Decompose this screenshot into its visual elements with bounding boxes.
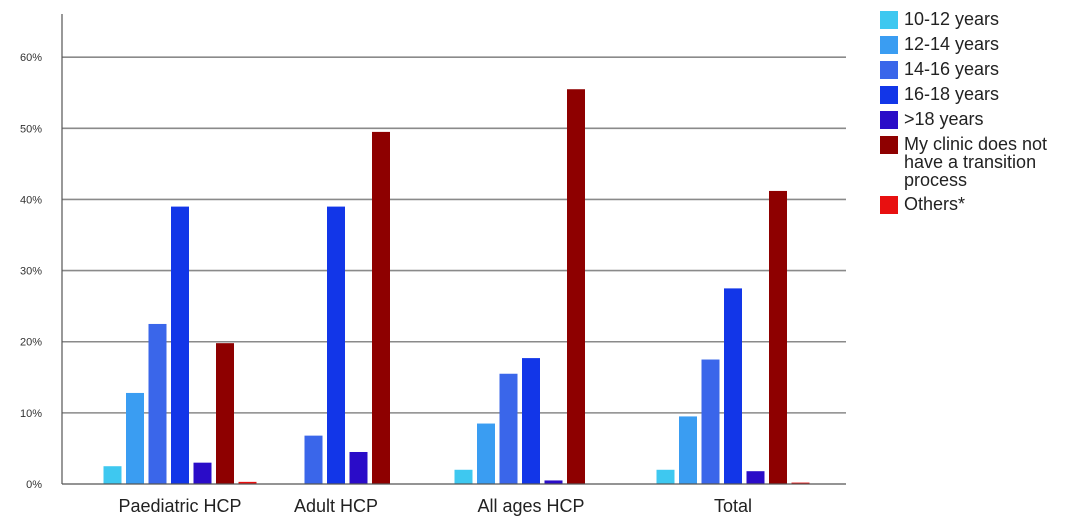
legend-item: 12-14 years [880,33,1085,54]
bar-16-18-years-2 [327,206,345,484]
y-tick-label: 60% [20,52,42,64]
legend-label: 14-16 years [904,59,1000,79]
bar-14-16-years-3 [499,373,518,484]
x-category-label: Adult HCP [294,496,378,516]
bar-18-years-2 [349,451,368,484]
bar-14-16-years-1 [148,323,167,484]
bar-16-18-years-4 [724,288,742,484]
axes [61,14,846,485]
y-tick-label: 10% [20,408,42,420]
y-tick-label: 40% [20,194,42,206]
bar-12-14-years-3 [477,423,495,484]
legend-swatch [880,61,898,79]
legend-label: 10-12 years [904,9,1000,29]
bar-14-16-years-4 [701,359,720,484]
x-category-label: Total [714,496,752,516]
y-tick-label: 30% [20,266,42,278]
bar-16-18-years-3 [522,358,540,484]
bar-my-clinic-does-not-have-a-transition-process-1 [216,343,234,484]
legend-item: >18 years [880,108,1085,129]
x-category-label: Paediatric HCP [118,496,241,516]
legend-label: My clinic does not have a transition pro… [904,134,1048,190]
bar-my-clinic-does-not-have-a-transition-process-3 [567,89,585,484]
bar-others-1 [238,481,257,484]
y-tick-label: 20% [20,337,42,349]
legend-swatch [880,111,898,129]
bar-18-years-3 [544,480,563,484]
y-tick-label: 0% [26,479,42,491]
legend-label: >18 years [904,109,984,129]
x-category-label: All ages HCP [477,496,584,516]
bar-18-years-1 [193,462,212,484]
legend-item: Others* [880,193,1085,214]
legend-item: 10-12 years [880,8,1085,29]
legend-item: 14-16 years [880,58,1085,79]
bar-my-clinic-does-not-have-a-transition-process-4 [769,190,787,484]
bars [103,89,810,484]
bar-others-4 [791,482,810,484]
legend-label: Others* [904,194,966,214]
bar-14-16-years-2 [304,435,323,484]
legend: 10-12 years 12-14 years 14-16 years 16-18 y… [880,8,1085,218]
bar-12-14-years-4 [679,416,697,484]
bar-10-12-years-4 [656,469,675,484]
legend-label: 16-18 years [904,84,1000,104]
legend-swatch [880,86,898,104]
legend-label: 12-14 years [904,34,1000,54]
bar-my-clinic-does-not-have-a-transition-process-2 [372,131,390,484]
legend-swatch [880,196,898,214]
axis-labels: 0% 10% 20% 30% 40% 50% 60% Paediatric HCP Adult … [20,52,752,516]
bar-16-18-years-1 [171,206,189,484]
legend-swatch [880,11,898,29]
bar-10-12-years-3 [454,469,473,484]
bar-12-14-years-1 [126,392,144,484]
legend-item: 16-18 years [880,83,1085,104]
legend-item: My clinic does not have a transition pro… [880,133,1085,189]
bar-chart: 0% 10% 20% 30% 40% 50% 60% Paediatric HCP Adult … [20,14,846,516]
y-tick-label: 50% [20,123,42,135]
bar-10-12-years-1 [103,466,122,484]
legend-swatch [880,136,898,154]
bar-18-years-4 [746,471,765,484]
legend-swatch [880,36,898,54]
